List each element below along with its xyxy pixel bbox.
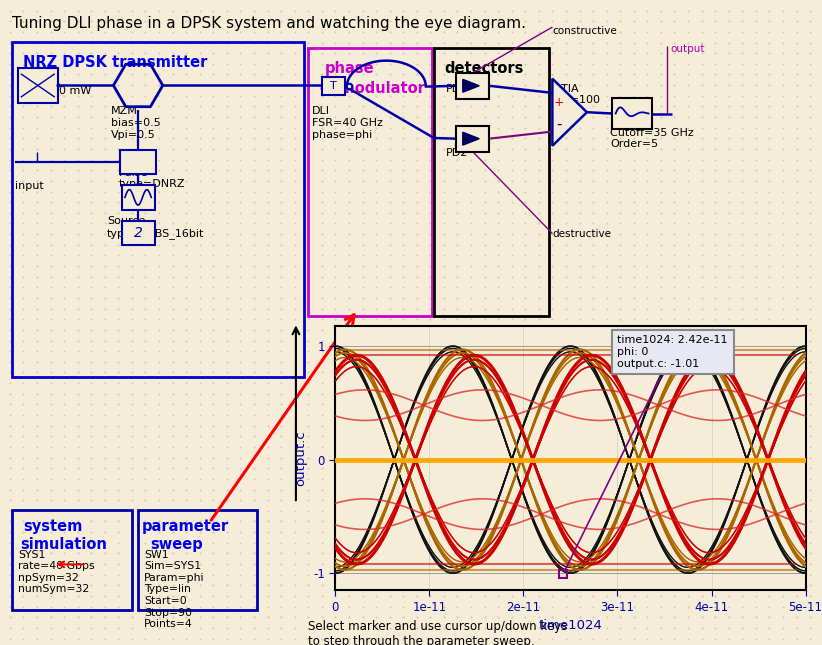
FancyBboxPatch shape [122, 185, 155, 210]
Text: constructive: constructive [552, 26, 617, 36]
FancyBboxPatch shape [18, 68, 58, 103]
Text: detectors: detectors [444, 61, 524, 76]
Text: LPF
Cutoff=35 GHz
Order=5: LPF Cutoff=35 GHz Order=5 [610, 116, 694, 149]
Text: parameter: parameter [142, 519, 229, 534]
Text: Pulse
type=DNRZ: Pulse type=DNRZ [119, 168, 186, 189]
Text: SW1
Sim=SYS1
Param=phi
Type=lin
Start=0
Stop=90
Points=4: SW1 Sim=SYS1 Param=phi Type=lin Start=0 … [144, 550, 205, 629]
Text: sweep: sweep [150, 537, 203, 552]
FancyBboxPatch shape [122, 221, 155, 245]
Text: TIA
G=100: TIA G=100 [561, 84, 600, 105]
Text: DLI
FSR=40 GHz
phase=phi: DLI FSR=40 GHz phase=phi [312, 106, 383, 139]
X-axis label: time1024: time1024 [538, 619, 603, 632]
Polygon shape [552, 79, 587, 146]
Text: PD2: PD2 [446, 148, 468, 159]
Y-axis label: output.c: output.c [294, 430, 307, 486]
Text: PD1: PD1 [446, 84, 468, 94]
Text: SYS1
rate=40 Gbps
npSym=32
numSym=32: SYS1 rate=40 Gbps npSym=32 numSym=32 [18, 550, 95, 594]
FancyBboxPatch shape [456, 126, 489, 152]
Text: 2: 2 [134, 226, 142, 240]
Text: phase: phase [325, 61, 374, 76]
FancyBboxPatch shape [456, 73, 489, 99]
Text: simulation: simulation [21, 537, 108, 552]
Polygon shape [463, 79, 479, 92]
Text: system: system [23, 519, 82, 534]
Text: time1024: 2.42e-11
phi: 0
output.c: -1.01: time1024: 2.42e-11 phi: 0 output.c: -1.0… [564, 335, 728, 572]
Text: T: T [330, 81, 337, 92]
Text: Source
type=PRBS_16bit: Source type=PRBS_16bit [107, 216, 204, 239]
Polygon shape [463, 132, 479, 145]
Text: -: - [556, 116, 561, 132]
Text: Tuning DLI phase in a DPSK system and watching the eye diagram.: Tuning DLI phase in a DPSK system and wa… [12, 16, 526, 31]
FancyBboxPatch shape [120, 150, 156, 174]
Text: destructive: destructive [552, 229, 612, 239]
Text: Select marker and use cursor up/down keys
to step through the parameter sweep.: Select marker and use cursor up/down key… [308, 620, 567, 645]
Text: output: output [670, 44, 704, 54]
Text: +: + [554, 96, 564, 109]
Text: MZM
bias=0.5
Vpi=0.5: MZM bias=0.5 Vpi=0.5 [111, 106, 161, 139]
Text: input: input [15, 181, 44, 191]
Text: demodulator: demodulator [319, 81, 425, 95]
Text: Laser
Pout=10 mW: Laser Pout=10 mW [18, 74, 91, 95]
Text: NRZ DPSK transmitter: NRZ DPSK transmitter [23, 55, 207, 70]
FancyBboxPatch shape [322, 77, 345, 95]
FancyBboxPatch shape [612, 98, 652, 129]
